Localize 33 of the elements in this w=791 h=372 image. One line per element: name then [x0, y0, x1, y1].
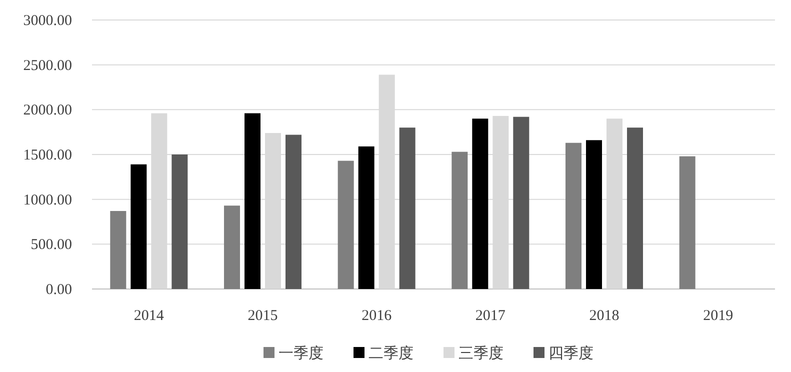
bar	[110, 210, 126, 289]
bar	[586, 140, 602, 289]
legend-label: 三季度	[458, 345, 504, 362]
y-tick-label: 2000.00	[23, 102, 72, 119]
x-tick-label: 2019	[703, 308, 734, 324]
y-tick-label: 1000.00	[23, 192, 72, 208]
legend-label: 四季度	[548, 345, 594, 362]
bar	[472, 118, 488, 289]
bar	[452, 152, 468, 289]
bar	[627, 128, 643, 289]
x-tick-label: 2015	[248, 308, 278, 324]
legend-label: 一季度	[278, 345, 324, 362]
x-tick-label: 2017	[475, 308, 506, 324]
y-tick-label: 0.00	[46, 282, 72, 298]
bar	[244, 113, 260, 289]
y-tick-label: 1500.00	[23, 148, 72, 164]
bar	[513, 116, 530, 289]
bar	[172, 154, 188, 289]
bar	[286, 134, 302, 289]
bar	[679, 156, 696, 289]
legend-label: 二季度	[368, 345, 414, 362]
y-tick-label: 500.00	[30, 237, 72, 254]
y-tick-label: 3000.00	[23, 13, 72, 29]
bar	[566, 142, 582, 289]
bar	[358, 146, 374, 289]
x-tick-label: 2014	[134, 308, 164, 324]
x-tick-label: 2018	[589, 308, 620, 324]
x-tick-label: 2016	[362, 308, 392, 324]
bar	[130, 164, 147, 289]
y-tick-label: 2500.00	[23, 58, 72, 74]
bar	[224, 206, 240, 289]
bar	[399, 128, 416, 289]
bar	[338, 160, 354, 289]
